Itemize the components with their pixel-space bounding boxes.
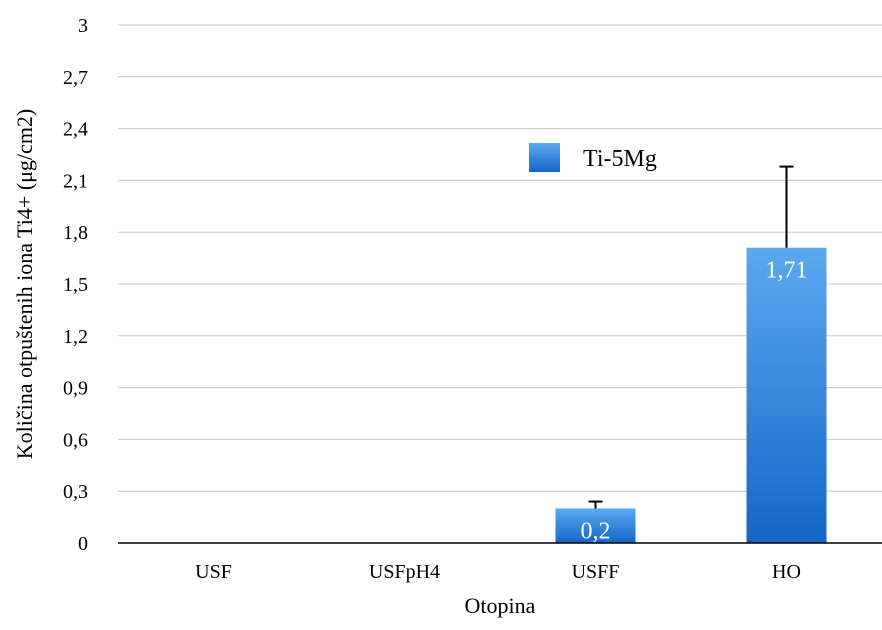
y-tick-labels: 0 0,3 0,6 0,9 1,2 1,5 1,8 2,1 2,4 2,7 3	[63, 15, 88, 555]
legend: Ti-5Mg	[529, 143, 657, 172]
y-axis-title: Količina otpuštenih iona Ti4+ (μg/cm2)	[12, 109, 37, 460]
x-axis-title: Otopina	[465, 593, 536, 618]
y-tick-label: 1,2	[63, 326, 88, 348]
data-labels: 0,2 1,71	[581, 258, 808, 545]
y-tick-label: 2,4	[63, 119, 88, 141]
x-tick-label: USFF	[572, 561, 620, 583]
x-tick-label: USFpH4	[369, 561, 440, 583]
bars	[555, 247, 827, 544]
legend-label-ti-5mg: Ti-5Mg	[583, 146, 657, 172]
data-label: 1,71	[766, 258, 808, 284]
y-tick-label: 0,6	[63, 429, 88, 451]
error-bars	[588, 165, 794, 509]
y-tick-label: 0	[78, 533, 88, 555]
y-tick-label: 2,7	[63, 67, 88, 89]
x-tick-label: HO	[772, 561, 801, 583]
gridlines	[118, 24, 882, 492]
y-tick-label: 0,3	[63, 481, 88, 503]
x-tick-label: USF	[195, 561, 232, 583]
y-tick-label: 3	[78, 15, 88, 37]
legend-swatch-ti-5mg	[529, 143, 560, 172]
y-tick-label: 1,8	[63, 222, 88, 244]
bar-ho	[746, 247, 827, 544]
data-label: 0,2	[581, 518, 611, 544]
y-tick-label: 1,5	[63, 274, 88, 296]
y-tick-label: 2,1	[63, 170, 88, 192]
x-tick-labels: USF USFpH4 USFF HO	[195, 561, 801, 583]
y-tick-label: 0,9	[63, 378, 88, 400]
bar-usff	[555, 508, 636, 543]
